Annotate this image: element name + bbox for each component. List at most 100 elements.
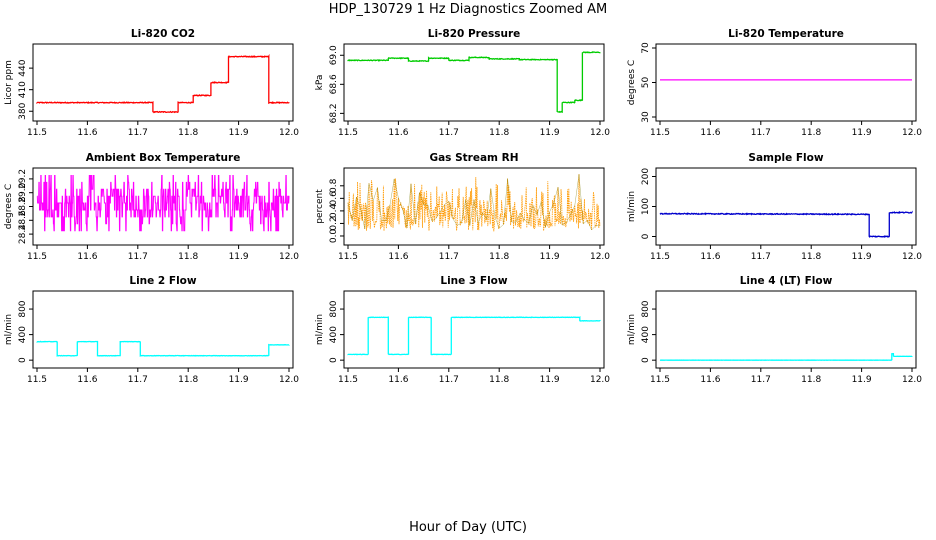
- x-tick-label: 11.5: [338, 252, 358, 262]
- y-tick-label: 0.2: [329, 216, 339, 230]
- panel-title: Sample Flow: [748, 152, 823, 164]
- y-tick-label: 30: [641, 111, 651, 123]
- x-tick-label: 11.5: [650, 252, 670, 262]
- x-tick-label: 11.8: [178, 375, 198, 385]
- x-tick-label: 12.0: [590, 375, 610, 385]
- x-tick-label: 11.8: [801, 252, 821, 262]
- x-tick-label: 12.0: [590, 128, 610, 138]
- y-axis-label: degrees C: [4, 184, 14, 229]
- x-tick-label: 11.8: [489, 375, 509, 385]
- x-tick-label: 11.7: [751, 128, 771, 138]
- y-tick-label: 0: [641, 357, 651, 363]
- x-tick-label: 11.9: [852, 375, 872, 385]
- series-line: [659, 353, 913, 361]
- y-tick-label: 0.8: [329, 178, 339, 193]
- x-tick-label: 11.7: [128, 375, 148, 385]
- y-tick-label: 400: [329, 326, 339, 343]
- series-line: [36, 340, 290, 357]
- panel-title: Ambient Box Temperature: [86, 152, 241, 164]
- x-tick-label: 11.6: [77, 128, 97, 138]
- panel-frame: [32, 43, 294, 122]
- y-tick-label: 800: [329, 300, 339, 317]
- x-tick-label: 11.7: [439, 128, 459, 138]
- y-axis-label: ml/min: [627, 314, 637, 345]
- panel-7: Line 3 Flow 11.5 11.6 11.7 11.8 11.9 12.0 0 400 8…: [315, 275, 610, 385]
- panel-0: Li-820 CO2 11.5 11.6 11.7 11.8 11.9 12.0 380 410…: [4, 28, 299, 138]
- series-line: [347, 51, 601, 114]
- x-tick-label: 11.7: [439, 252, 459, 262]
- y-tick-label: 0.0: [329, 229, 339, 244]
- y-tick-label: 410: [18, 81, 28, 98]
- y-tick-label: 70: [641, 42, 651, 54]
- panel-8: Line 4 (LT) Flow 11.5 11.6 11.7 11.8 11.9 12.0…: [627, 275, 922, 385]
- y-axis-label: Licor ppm: [4, 60, 14, 105]
- x-tick-label: 11.5: [650, 375, 670, 385]
- panel-title: Li-820 CO2: [131, 28, 195, 40]
- series-line: [347, 316, 601, 356]
- x-tick-label: 11.7: [751, 252, 771, 262]
- y-tick-label: 50: [641, 77, 651, 89]
- x-tick-label: 12.0: [902, 375, 922, 385]
- x-tick-label: 11.9: [229, 128, 249, 138]
- panel-frame: [343, 290, 605, 369]
- x-tick-label: 11.5: [338, 375, 358, 385]
- x-tick-label: 11.5: [27, 375, 47, 385]
- x-tick-label: 11.7: [439, 375, 459, 385]
- panel-title: Line 2 Flow: [129, 275, 196, 287]
- panel-5: Sample Flow 11.5 11.6 11.7 11.8 11.9 12.0 0 100 2…: [627, 152, 922, 262]
- x-tick-label: 11.7: [751, 375, 771, 385]
- y-tick-label: 68.6: [329, 74, 339, 94]
- y-axis-label: ml/min: [4, 314, 14, 345]
- y-tick-label: 68.2: [329, 103, 339, 123]
- panel-6: Line 2 Flow 11.5 11.6 11.7 11.8 11.9 12.0 0 400 8…: [4, 275, 299, 385]
- panel-title: Li-820 Pressure: [428, 28, 521, 40]
- y-tick-label: 200: [641, 168, 651, 185]
- x-tick-label: 11.6: [388, 128, 408, 138]
- figure-title: HDP_130729 1 Hz Diagnostics Zoomed AM: [329, 2, 608, 17]
- series-line: [36, 175, 290, 232]
- panel-title: Line 3 Flow: [440, 275, 507, 287]
- panel-frame: [655, 290, 917, 369]
- x-tick-label: 11.6: [388, 252, 408, 262]
- panel-frame: [655, 167, 917, 246]
- x-tick-label: 11.8: [178, 128, 198, 138]
- x-tick-label: 11.9: [229, 375, 249, 385]
- y-axis-label: ml/min: [627, 191, 637, 222]
- y-tick-label: 29.2: [18, 169, 28, 189]
- x-tick-label: 11.6: [388, 375, 408, 385]
- x-tick-label: 11.9: [229, 252, 249, 262]
- y-tick-label: 69.0: [329, 45, 339, 65]
- series-line: [659, 210, 913, 239]
- x-tick-label: 12.0: [279, 252, 299, 262]
- panel-title: Gas Stream RH: [429, 152, 518, 164]
- figure-xlabel: Hour of Day (UTC): [409, 520, 527, 535]
- x-tick-label: 12.0: [590, 252, 610, 262]
- series-line: [36, 53, 290, 114]
- x-tick-label: 11.5: [338, 128, 358, 138]
- y-tick-label: 800: [18, 300, 28, 317]
- x-tick-label: 11.9: [852, 252, 872, 262]
- x-tick-label: 12.0: [279, 128, 299, 138]
- panel-frame: [655, 43, 917, 122]
- x-tick-label: 11.8: [178, 252, 198, 262]
- y-tick-label: 380: [18, 102, 28, 119]
- panel-2: Li-820 Temperature 11.5 11.6 11.7 11.8 11.9 12…: [627, 28, 922, 138]
- x-tick-label: 11.6: [700, 375, 720, 385]
- x-tick-label: 12.0: [279, 375, 299, 385]
- x-tick-label: 11.8: [489, 252, 509, 262]
- x-tick-label: 11.9: [540, 375, 560, 385]
- panel-frame: [343, 43, 605, 122]
- x-tick-label: 11.8: [489, 128, 509, 138]
- panel-frame: [343, 167, 605, 246]
- y-axis-label: ml/min: [315, 314, 325, 345]
- x-tick-label: 11.7: [128, 252, 148, 262]
- x-tick-label: 11.8: [801, 375, 821, 385]
- x-tick-label: 12.0: [902, 252, 922, 262]
- panel-4: Gas Stream RH 11.5 11.6 11.7 11.8 11.9 12.0 0.0…: [315, 152, 610, 262]
- y-tick-label: 440: [18, 59, 28, 76]
- x-tick-label: 11.6: [77, 375, 97, 385]
- panel-title: Li-820 Temperature: [728, 28, 844, 40]
- x-tick-label: 11.5: [650, 128, 670, 138]
- y-tick-label: 0: [18, 357, 28, 363]
